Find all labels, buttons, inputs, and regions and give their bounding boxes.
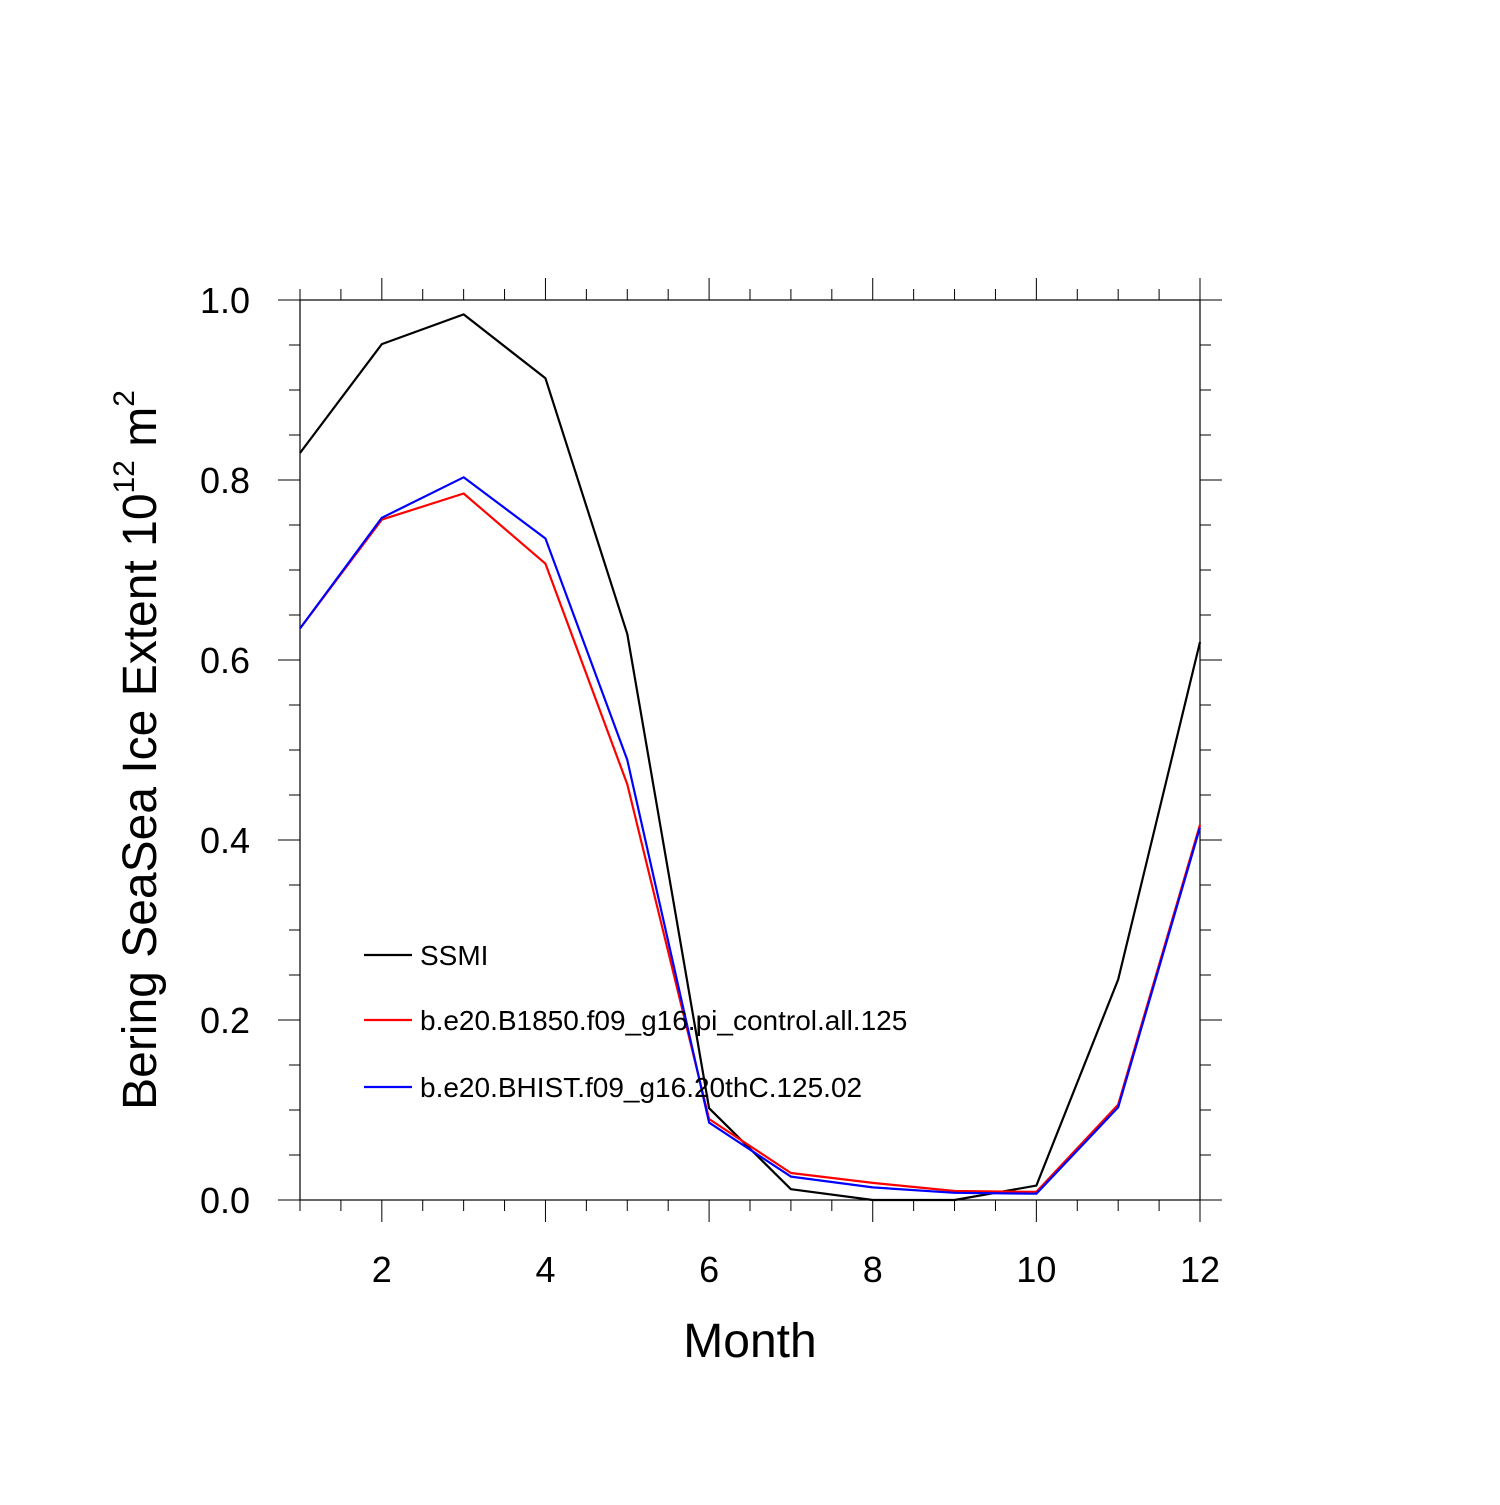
y-tick-label: 0.0 <box>200 1180 250 1221</box>
x-axis-label: Month <box>683 1315 816 1368</box>
y-tick-label: 0.4 <box>200 820 250 861</box>
y-tick-label: 0.6 <box>200 640 250 681</box>
ticks-layer <box>278 278 1222 1222</box>
y-axis-label: Bering SeaSea Ice Extent 1012 m2 <box>108 390 167 1110</box>
series-line-2 <box>299 492 1202 1194</box>
y-tick-label: 0.2 <box>200 1000 250 1041</box>
y-axis-label-unit-exponent: 2 <box>108 390 141 407</box>
legend: SSMI b.e20.B1850.f09_g16.pi_control.all.1… <box>364 940 907 1103</box>
legend-label-2: b.e20.B1850.f09_g16.pi_control.all.125 <box>420 1005 907 1036</box>
y-axis-label-main: Bering SeaSea Ice Extent 10 <box>114 493 167 1109</box>
y-axis-label-group: Bering SeaSea Ice Extent 1012 m2 <box>108 390 167 1110</box>
x-tick-label: 6 <box>699 1249 719 1290</box>
x-tick-label: 4 <box>535 1249 555 1290</box>
y-axis-label-exponent: 12 <box>108 460 141 493</box>
x-tick-label: 8 <box>863 1249 883 1290</box>
legend-label-3: b.e20.BHIST.f09_g16.20thC.125.02 <box>420 1072 862 1103</box>
x-tick-label: 12 <box>1180 1249 1220 1290</box>
series-layer <box>299 313 1202 1202</box>
y-tick-label: 1.0 <box>200 280 250 321</box>
x-tick-label: 10 <box>1016 1249 1056 1290</box>
tick-labels-layer: 2 4 6 8 10 12 0.0 0.2 0.4 0.6 0.8 1.0 <box>200 280 1220 1290</box>
x-tick-label: 2 <box>372 1249 392 1290</box>
y-axis-label-unit: m <box>114 407 167 460</box>
series-line-3 <box>299 476 1202 1195</box>
y-tick-label: 0.8 <box>200 460 250 501</box>
legend-label-1: SSMI <box>420 940 488 971</box>
